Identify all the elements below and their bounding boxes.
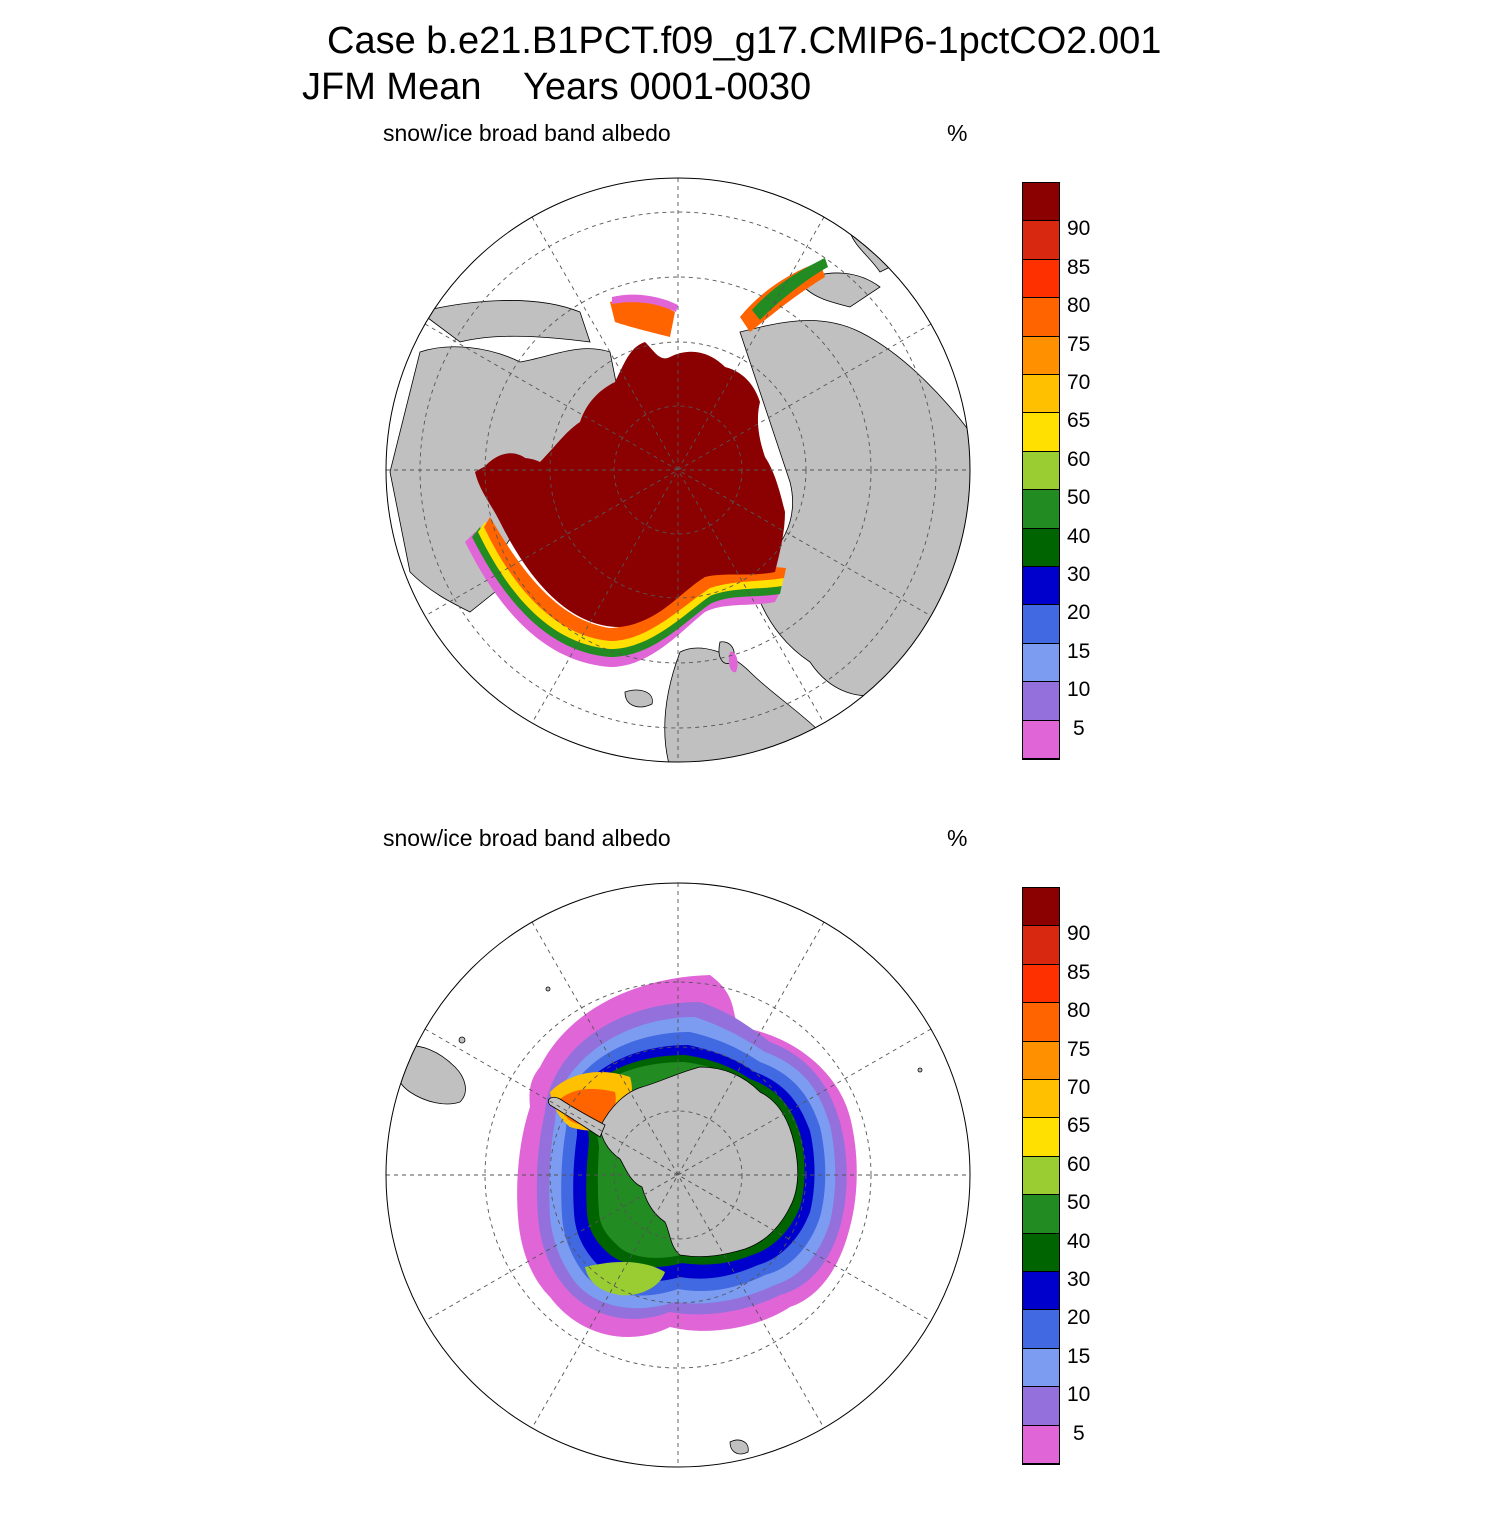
south-colorbar-segment: [1023, 1118, 1059, 1157]
figure-title: Case b.e21.B1PCT.f09_g17.CMIP6-1pctCO2.0…: [327, 20, 1162, 62]
north-polar-map: [385, 177, 971, 763]
north-colorbar-tick-label: 30: [1067, 563, 1091, 586]
north-colorbar-tick-label: 65: [1067, 409, 1091, 433]
north-colorbar: [1022, 182, 1060, 760]
north-colorbar-segment: [1023, 375, 1059, 414]
south-colorbar-tick-label: 15: [1067, 1344, 1091, 1368]
north-colorbar-segment: [1023, 221, 1059, 260]
north-colorbar-tick-label: 20: [1067, 601, 1091, 625]
north-colorbar-segment: [1023, 605, 1059, 644]
south-colorbar-tick-label: 10: [1067, 1383, 1091, 1407]
south-colorbar-segment: [1023, 1003, 1059, 1042]
north-colorbar-segment: [1023, 298, 1059, 337]
north-colorbar-tick-label: 5: [1073, 716, 1085, 740]
south-map-border: [385, 882, 971, 1468]
north-colorbar-segment: [1023, 336, 1059, 375]
south-units-label: %: [947, 825, 968, 851]
south-colorbar-tick-label: 30: [1067, 1268, 1091, 1291]
north-variable-label: snow/ice broad band albedo: [383, 120, 671, 146]
south-colorbar-segment: [1023, 1387, 1059, 1426]
south-colorbar-segment: [1023, 1080, 1059, 1119]
south-colorbar-segment: [1023, 1310, 1059, 1349]
south-colorbar-segment: [1023, 1195, 1059, 1234]
north-colorbar-segment: [1023, 490, 1059, 529]
south-land: [394, 986, 923, 1455]
south-colorbar-segment: [1023, 964, 1059, 1004]
south-colorbar-segment: [1023, 888, 1059, 927]
north-colorbar-tick-label: 70: [1067, 371, 1091, 394]
south-pole-panel: snow/ice broad band albedo %: [0, 815, 1500, 1515]
north-colorbar-tick-label: 85: [1067, 255, 1091, 279]
south-variable-label: snow/ice broad band albedo: [383, 825, 671, 851]
north-colorbar-segment: [1023, 643, 1059, 683]
south-colorbar-segment: [1023, 926, 1059, 965]
north-colorbar-segment: [1023, 413, 1059, 452]
north-colorbar-tick-label: 15: [1067, 639, 1091, 663]
south-colorbar-tick-label: 80: [1067, 999, 1091, 1023]
south-colorbar: [1022, 887, 1060, 1465]
south-colorbar-tick-label: 70: [1067, 1076, 1091, 1099]
figure-subtitle: JFM Mean Years 0001-0030: [302, 66, 812, 108]
south-colorbar-tick-label: 5: [1073, 1421, 1085, 1445]
south-colorbar-segment: [1023, 1425, 1059, 1464]
north-units-label: %: [947, 120, 968, 146]
south-colorbar-tick-label: 50: [1067, 1191, 1091, 1215]
north-colorbar-segment: [1023, 567, 1059, 606]
south-colorbar-segment: [1023, 1156, 1059, 1196]
south-colorbar-tick-label: 90: [1067, 922, 1091, 946]
south-graticule: [386, 883, 970, 1467]
south-colorbar-segment: [1023, 1233, 1059, 1272]
south-colorbar-segment: [1023, 1272, 1059, 1311]
north-colorbar-tick-label: 80: [1067, 294, 1091, 318]
north-graticule: [386, 178, 970, 762]
south-colorbar-tick-label: 20: [1067, 1306, 1091, 1330]
north-colorbar-segment: [1023, 720, 1059, 759]
north-colorbar-tick-label: 40: [1067, 524, 1091, 548]
north-colorbar-segment: [1023, 682, 1059, 721]
north-colorbar-segment: [1023, 528, 1059, 567]
south-colorbar-tick-label: 60: [1067, 1152, 1091, 1176]
north-colorbar-tick-label: 90: [1067, 217, 1091, 241]
north-colorbar-segment: [1023, 259, 1059, 299]
south-colorbar-segment: [1023, 1041, 1059, 1080]
north-colorbar-segment: [1023, 183, 1059, 222]
north-colorbar-tick-label: 10: [1067, 678, 1091, 702]
north-pole-panel: snow/ice broad band albedo %: [0, 110, 1500, 810]
north-colorbar-tick-label: 75: [1067, 332, 1091, 356]
south-colorbar-tick-label: 40: [1067, 1229, 1091, 1253]
north-map-border: [385, 177, 971, 763]
south-colorbar-tick-label: 65: [1067, 1114, 1091, 1138]
south-colorbar-segment: [1023, 1348, 1059, 1388]
north-colorbar-segment: [1023, 451, 1059, 491]
north-colorbar-tick-label: 60: [1067, 447, 1091, 471]
north-colorbar-tick-label: 50: [1067, 486, 1091, 510]
south-colorbar-tick-label: 85: [1067, 960, 1091, 984]
south-colorbar-tick-label: 75: [1067, 1037, 1091, 1061]
south-polar-map: [385, 882, 971, 1468]
